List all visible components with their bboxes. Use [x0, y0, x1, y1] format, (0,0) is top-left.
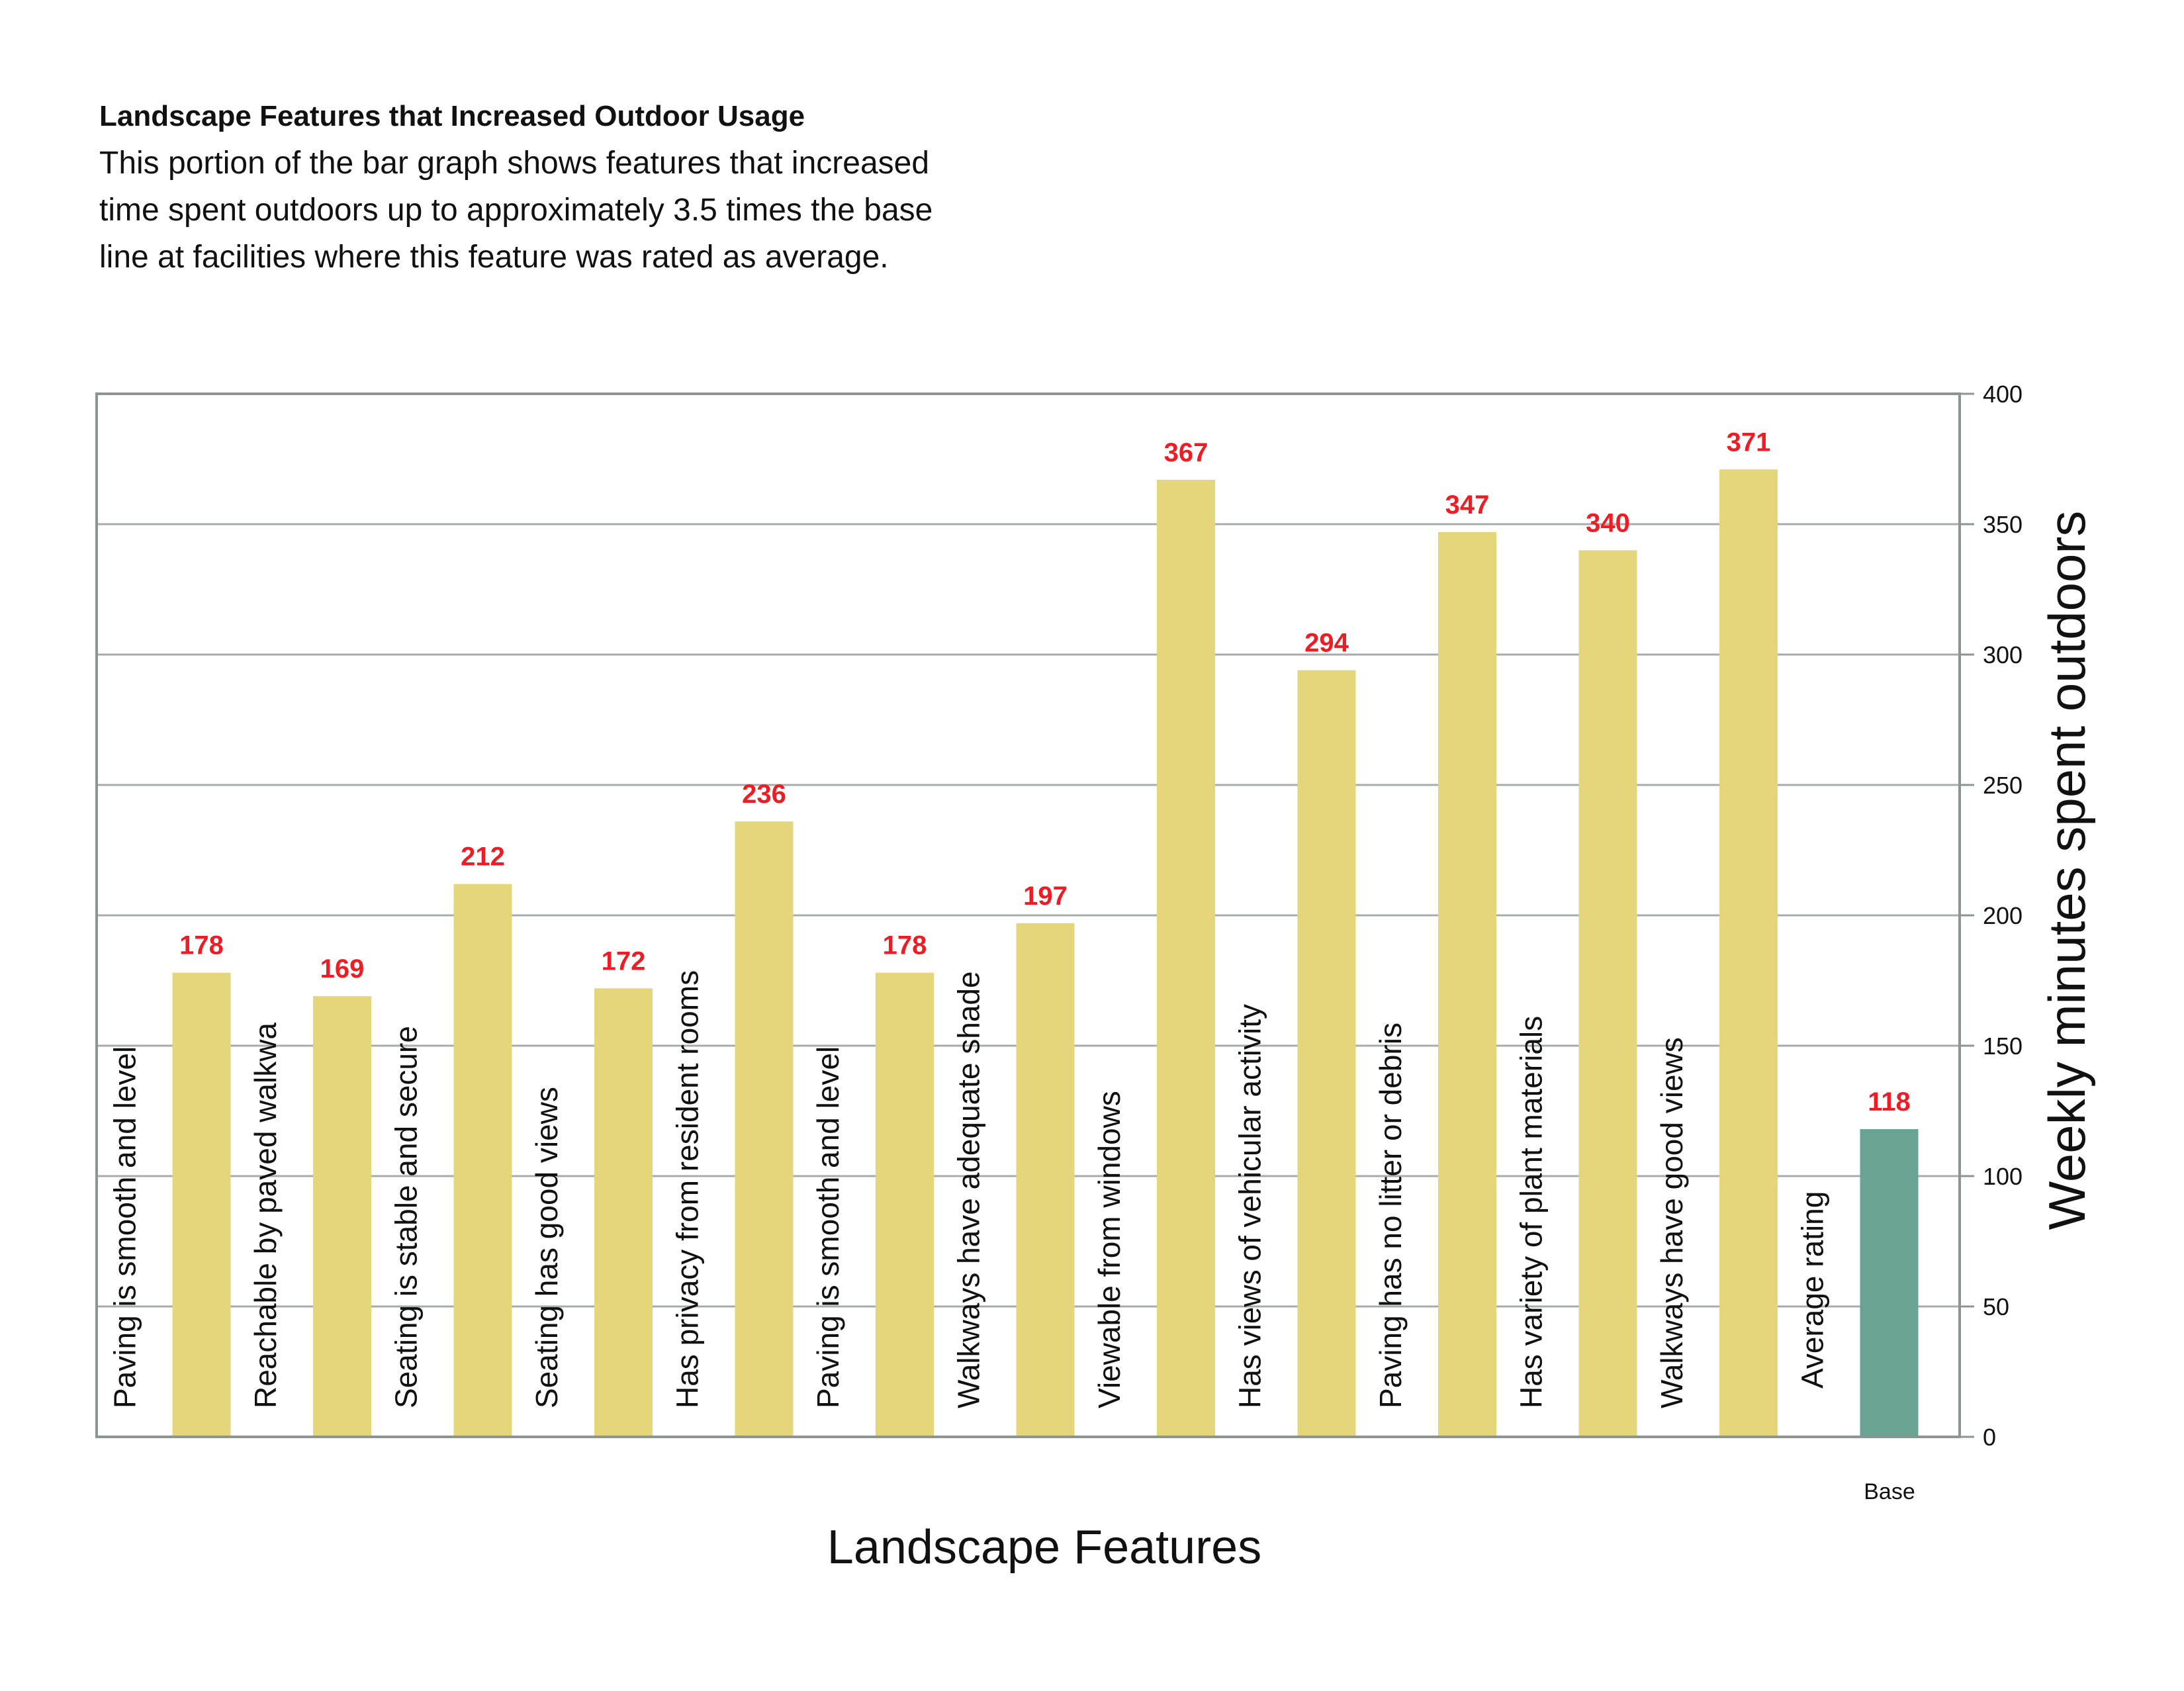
bar-feature [1578, 550, 1637, 1437]
bar-feature [1157, 480, 1215, 1437]
category-label: Seating is stable and secure [389, 1026, 424, 1408]
base-label: Base [1864, 1479, 1915, 1504]
category-label: Paving is smooth and level [811, 1046, 845, 1408]
value-label: 340 [1586, 508, 1630, 537]
y-tick-label: 0 [1983, 1424, 1996, 1451]
y-tick-label: 250 [1983, 772, 2023, 799]
bar-feature [172, 972, 231, 1437]
category-label: Has variety of plant materials [1514, 1016, 1549, 1408]
bar-feature [876, 972, 934, 1437]
value-labels: 178 169 212 172 236 178 197 367 294 347 340 371 118 [179, 428, 1911, 1117]
category-label: Has views of vehicular activity [1233, 1004, 1267, 1408]
value-label: 172 [602, 946, 646, 976]
value-label: 178 [179, 931, 224, 960]
bar-feature [1297, 670, 1356, 1437]
category-label: Paving is smooth and level [108, 1046, 142, 1408]
value-label: 347 [1445, 490, 1490, 520]
category-label: Paving has no litter or debris [1373, 1023, 1408, 1408]
value-label: 178 [883, 931, 927, 960]
x-axis-label: Landscape Features [827, 1521, 1261, 1574]
value-label: 197 [1023, 882, 1068, 911]
bar-feature [313, 996, 371, 1437]
y-tick-label: 200 [1983, 902, 2023, 929]
y-tick-label: 50 [1983, 1293, 2009, 1320]
value-label: 371 [1727, 428, 1771, 457]
bar-feature [453, 884, 512, 1437]
y-tick-label: 400 [1983, 381, 2023, 408]
y-axis-label: Weekly minutes spent outdoors [2038, 511, 2096, 1230]
value-label: 236 [742, 780, 786, 809]
y-tick-label: 350 [1983, 511, 2023, 538]
value-label: 169 [320, 954, 365, 983]
bar-feature [1016, 923, 1075, 1437]
bar-base [1860, 1129, 1919, 1437]
y-axis-ticks: 0 50 100 150 200 250 300 350 400 [1960, 381, 2023, 1451]
y-tick-label: 150 [1983, 1032, 2023, 1060]
category-label: Viewable from windows [1092, 1091, 1126, 1408]
category-label: Walkways have good views [1655, 1037, 1689, 1408]
category-labels: Paving is smooth and level Reachable by p… [108, 970, 1830, 1408]
plot-frame [95, 392, 1961, 1438]
y-tick-label: 100 [1983, 1163, 2023, 1190]
value-label: 118 [1868, 1087, 1911, 1117]
value-label: 212 [461, 843, 505, 872]
bar-feature [735, 821, 794, 1437]
chart-subtitle-line-2: time spent outdoors up to approximately … [99, 193, 933, 228]
chart-title: Landscape Features that Increased Outdoo… [99, 100, 805, 132]
chart-subtitle-line-3: line at facilities where this feature wa… [99, 240, 889, 275]
bar-feature [1438, 531, 1496, 1437]
category-label: Reachable by paved walkwa [248, 1023, 283, 1408]
category-label: Average rating [1796, 1191, 1830, 1389]
bar-feature [1719, 469, 1778, 1437]
category-label: Seating has good views [529, 1087, 564, 1408]
value-label: 367 [1164, 438, 1208, 467]
category-label: Has privacy from resident rooms [670, 970, 705, 1408]
y-tick-label: 300 [1983, 641, 2023, 668]
category-label: Walkways have adequate shade [952, 971, 986, 1408]
bar-feature [594, 988, 653, 1437]
value-label: 294 [1304, 629, 1349, 658]
chart-subtitle-line-1: This portion of the bar graph shows feat… [99, 146, 929, 181]
bars [172, 469, 1919, 1437]
